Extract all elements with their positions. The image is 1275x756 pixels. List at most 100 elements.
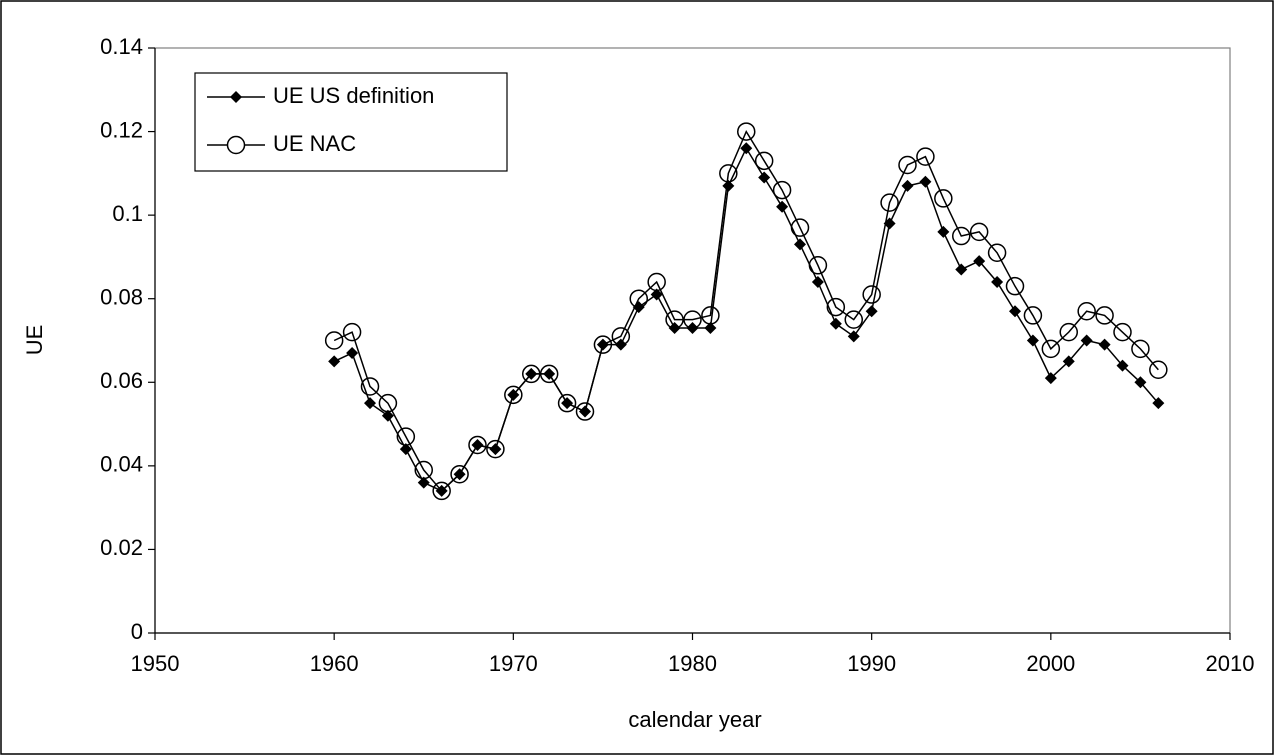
marker xyxy=(862,285,881,304)
marker xyxy=(378,393,398,413)
marker xyxy=(611,327,631,346)
marker xyxy=(880,193,899,212)
marker xyxy=(937,225,950,238)
marker xyxy=(381,409,394,422)
legend-label: UE NAC xyxy=(273,131,356,156)
y-tick-label: 0.02 xyxy=(100,535,143,560)
marker xyxy=(1095,306,1114,325)
marker xyxy=(704,321,717,334)
legend-marker xyxy=(230,91,242,103)
marker xyxy=(987,243,1007,262)
series-line xyxy=(333,129,1159,493)
marker xyxy=(1062,355,1075,368)
marker xyxy=(593,335,613,354)
marker xyxy=(794,238,806,251)
marker xyxy=(683,310,702,329)
legend-box xyxy=(194,72,508,172)
marker xyxy=(1044,372,1057,385)
marker xyxy=(629,289,648,308)
marker xyxy=(1023,306,1043,325)
marker xyxy=(1152,397,1165,410)
marker xyxy=(665,310,684,329)
marker xyxy=(1077,302,1096,321)
marker xyxy=(722,179,735,192)
marker xyxy=(414,460,433,480)
marker xyxy=(991,276,1004,288)
marker xyxy=(522,364,541,384)
marker xyxy=(647,272,666,292)
y-tick-label: 0.1 xyxy=(112,201,143,226)
marker xyxy=(450,464,469,484)
marker xyxy=(575,402,595,421)
marker xyxy=(1098,338,1111,351)
marker xyxy=(790,218,810,237)
marker xyxy=(829,317,842,330)
marker xyxy=(826,297,846,317)
y-axis-title: UE xyxy=(22,325,47,356)
marker xyxy=(1059,322,1078,342)
marker xyxy=(1134,376,1147,389)
x-tick-label: 1960 xyxy=(310,651,359,676)
marker xyxy=(650,288,663,301)
marker xyxy=(1026,334,1039,347)
x-tick-label: 1950 xyxy=(131,651,180,676)
marker xyxy=(504,385,523,405)
y-tick-label: 0.12 xyxy=(100,117,143,142)
marker xyxy=(758,171,771,184)
y-tick-label: 0.08 xyxy=(100,285,143,310)
marker xyxy=(364,397,376,410)
marker xyxy=(776,200,789,213)
marker xyxy=(468,435,487,455)
marker xyxy=(324,331,344,350)
marker xyxy=(701,306,720,325)
marker xyxy=(969,222,989,242)
marker xyxy=(1009,305,1021,318)
x-tick-label: 1990 xyxy=(847,651,896,676)
marker xyxy=(898,155,917,175)
marker xyxy=(919,175,932,188)
marker xyxy=(417,476,430,489)
marker xyxy=(934,189,953,208)
marker xyxy=(1116,359,1129,372)
marker xyxy=(772,180,792,200)
marker xyxy=(955,263,968,276)
marker xyxy=(1131,339,1150,359)
marker xyxy=(952,226,971,246)
marker xyxy=(811,276,824,288)
marker xyxy=(916,147,935,166)
legend-label: UE US definition xyxy=(273,83,434,108)
marker xyxy=(737,122,756,141)
marker xyxy=(740,142,753,155)
marker xyxy=(1149,360,1168,379)
marker xyxy=(1005,276,1025,296)
marker xyxy=(396,427,416,446)
y-tick-label: 0.14 xyxy=(100,34,143,59)
marker xyxy=(808,256,828,275)
marker xyxy=(844,310,863,329)
marker xyxy=(901,179,914,192)
marker xyxy=(1080,334,1093,347)
x-tick-label: 2010 xyxy=(1206,651,1255,676)
marker xyxy=(360,377,380,396)
marker xyxy=(342,322,362,342)
marker xyxy=(432,481,451,501)
marker xyxy=(328,355,341,368)
marker xyxy=(973,255,986,268)
marker xyxy=(1041,339,1061,359)
marker xyxy=(847,330,860,343)
marker xyxy=(1113,322,1132,342)
x-tick-label: 2000 xyxy=(1026,651,1075,676)
x-tick-label: 1970 xyxy=(489,651,538,676)
marker xyxy=(399,443,412,456)
marker xyxy=(346,347,359,360)
y-tick-label: 0.06 xyxy=(100,368,143,393)
marker xyxy=(557,393,577,413)
y-tick-label: 0 xyxy=(131,619,143,644)
marker xyxy=(539,364,559,384)
marker xyxy=(486,439,505,459)
marker xyxy=(865,305,878,318)
y-tick-label: 0.04 xyxy=(100,452,143,477)
marker xyxy=(719,164,738,183)
x-tick-label: 1980 xyxy=(668,651,717,676)
